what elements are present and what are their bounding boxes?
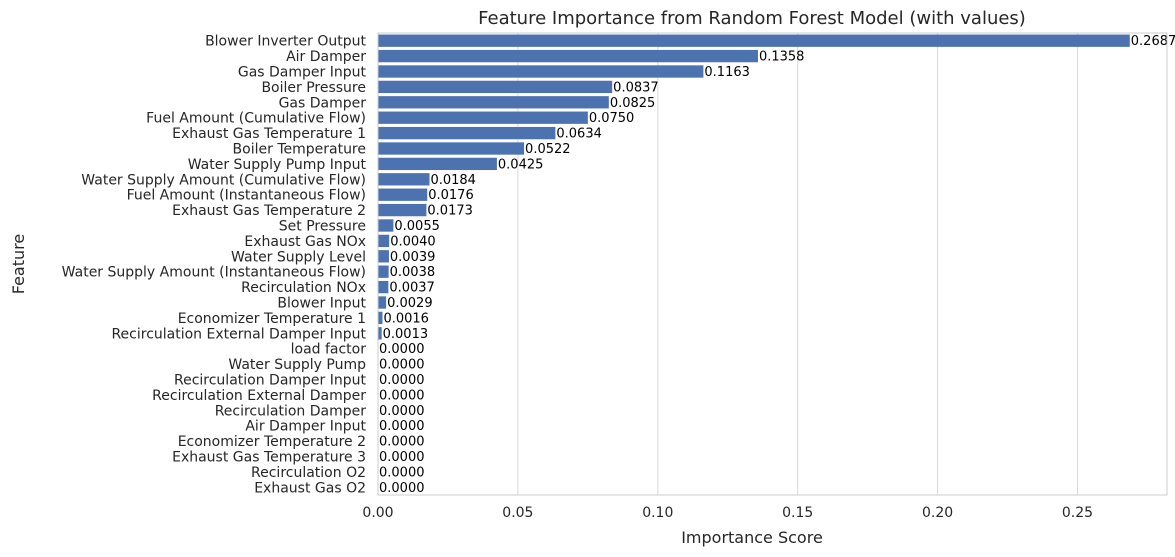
bar [378, 234, 390, 248]
bar-value-label: 0.0173 [427, 204, 473, 219]
bar [378, 311, 383, 325]
y-tick-label: Air Damper [286, 49, 366, 65]
x-tick-label: 0.10 [642, 505, 673, 521]
y-tick-label: Exhaust Gas Temperature 2 [172, 203, 366, 219]
bar [378, 203, 427, 217]
bar-value-label: 0.1358 [759, 50, 805, 65]
y-tick-label: Blower Input [277, 296, 366, 312]
bar-value-label: 0.0000 [379, 404, 425, 419]
y-tick-label: Recirculation Damper Input [174, 373, 367, 389]
y-tick-label: Water Supply Level [231, 249, 366, 265]
x-axis-label: Importance Score [681, 528, 823, 547]
y-tick-label: Recirculation External Damper [152, 388, 366, 404]
bar-value-label: 0.0000 [379, 450, 425, 465]
bar-value-label: 0.0000 [379, 419, 425, 434]
bar [378, 219, 394, 232]
bar [378, 96, 609, 109]
bar [378, 265, 389, 278]
bar-value-label: 0.0000 [379, 358, 425, 373]
bar-value-label: 0.0000 [379, 435, 425, 450]
bar-value-label: 0.0038 [390, 265, 436, 280]
bar [378, 173, 430, 186]
y-tick-label: Air Damper Input [245, 419, 366, 435]
bar-value-label: 0.0000 [379, 465, 425, 480]
bar-value-label: 0.0825 [610, 96, 656, 111]
bar [378, 49, 758, 63]
bar-value-label: 0.0055 [394, 219, 440, 234]
bar-value-label: 0.0750 [589, 111, 635, 126]
bar-value-label: 0.0037 [389, 281, 435, 296]
y-tick-label: Fuel Amount (Cumulative Flow) [146, 111, 366, 127]
y-tick-label: Gas Damper Input [238, 65, 367, 81]
y-tick-label: Exhaust Gas Temperature 1 [172, 126, 366, 142]
chart-title: Feature Importance from Random Forest Mo… [478, 8, 1026, 29]
y-tick-label: Recirculation External Damper Input [111, 326, 366, 342]
x-tick-label: 0.05 [502, 505, 533, 521]
x-tick-label: 0.25 [1062, 505, 1093, 521]
y-tick-label: Water Supply Pump [228, 357, 366, 373]
bar [378, 111, 588, 124]
y-tick-label: Exhaust Gas O2 [254, 480, 366, 496]
y-tick-label: Water Supply Pump Input [188, 157, 367, 173]
bar [378, 65, 704, 78]
y-tick-label: Recirculation Damper [215, 403, 367, 419]
bar [378, 142, 525, 155]
y-tick-label: Exhaust Gas NOx [244, 234, 366, 250]
bar-value-label: 0.0522 [525, 142, 571, 157]
y-tick-label: Water Supply Amount (Instantaneous Flow) [62, 265, 366, 281]
y-tick-label: Blower Inverter Output [205, 34, 366, 50]
bar [378, 157, 497, 171]
bar [378, 296, 387, 309]
bar-value-label: 0.0000 [379, 481, 425, 496]
y-tick-label: Exhaust Gas Temperature 3 [172, 450, 366, 466]
y-tick-label: Recirculation O2 [251, 465, 366, 481]
bar [378, 188, 428, 201]
y-tick-label: Boiler Pressure [261, 80, 366, 96]
bar-value-label: 0.0184 [430, 173, 476, 188]
bar [378, 34, 1130, 47]
bar [378, 250, 389, 263]
bar [378, 280, 389, 294]
x-tick-label: 0.15 [782, 505, 813, 521]
bar [378, 327, 382, 340]
y-tick-label: Economizer Temperature 2 [178, 434, 366, 450]
y-tick-label: load factor [291, 342, 367, 358]
y-tick-label: Gas Damper [279, 95, 367, 111]
plot-frame [377, 32, 1168, 496]
bar-value-label: 0.0016 [383, 311, 429, 326]
y-tick-label: Recirculation NOx [241, 280, 366, 296]
bar [378, 126, 556, 140]
bars [378, 34, 1130, 340]
bar-value-label: 0.1163 [704, 65, 750, 80]
bar-value-label: 0.0040 [390, 234, 436, 249]
y-tick-label: Boiler Temperature [233, 142, 366, 158]
y-tick-label: Water Supply Amount (Cumulative Flow) [81, 172, 366, 188]
bar-value-label: 0.0837 [613, 80, 659, 95]
x-tick-labels: 0.00 0.05 0.10 0.15 0.20 0.25 [362, 505, 1093, 521]
bar-value-labels: 0.2687 0.1358 0.1163 0.08370.08250.07500.06… [379, 34, 1175, 496]
x-tick-label: 0.00 [362, 505, 393, 521]
bar [378, 80, 613, 94]
bar-value-label: 0.0013 [383, 327, 429, 342]
y-tick-label: Economizer Temperature 1 [178, 311, 366, 327]
bar-value-label: 0.0000 [379, 373, 425, 388]
bar-value-label: 0.0000 [379, 388, 425, 403]
x-tick-label: 0.20 [922, 505, 953, 521]
y-tick-label: Set Pressure [279, 219, 366, 235]
y-axis-label: Feature [9, 234, 28, 294]
y-tick-label: Fuel Amount (Instantaneous Flow) [127, 188, 366, 204]
bar-value-label: 0.0029 [387, 296, 433, 311]
bar-value-label: 0.0000 [379, 342, 425, 357]
bar-value-label: 0.2687 [1131, 34, 1175, 49]
bar-value-label: 0.0176 [428, 188, 474, 203]
bar-value-label: 0.0039 [390, 250, 436, 265]
bar-value-label: 0.0634 [556, 127, 602, 142]
bar-value-label: 0.0425 [498, 157, 543, 172]
